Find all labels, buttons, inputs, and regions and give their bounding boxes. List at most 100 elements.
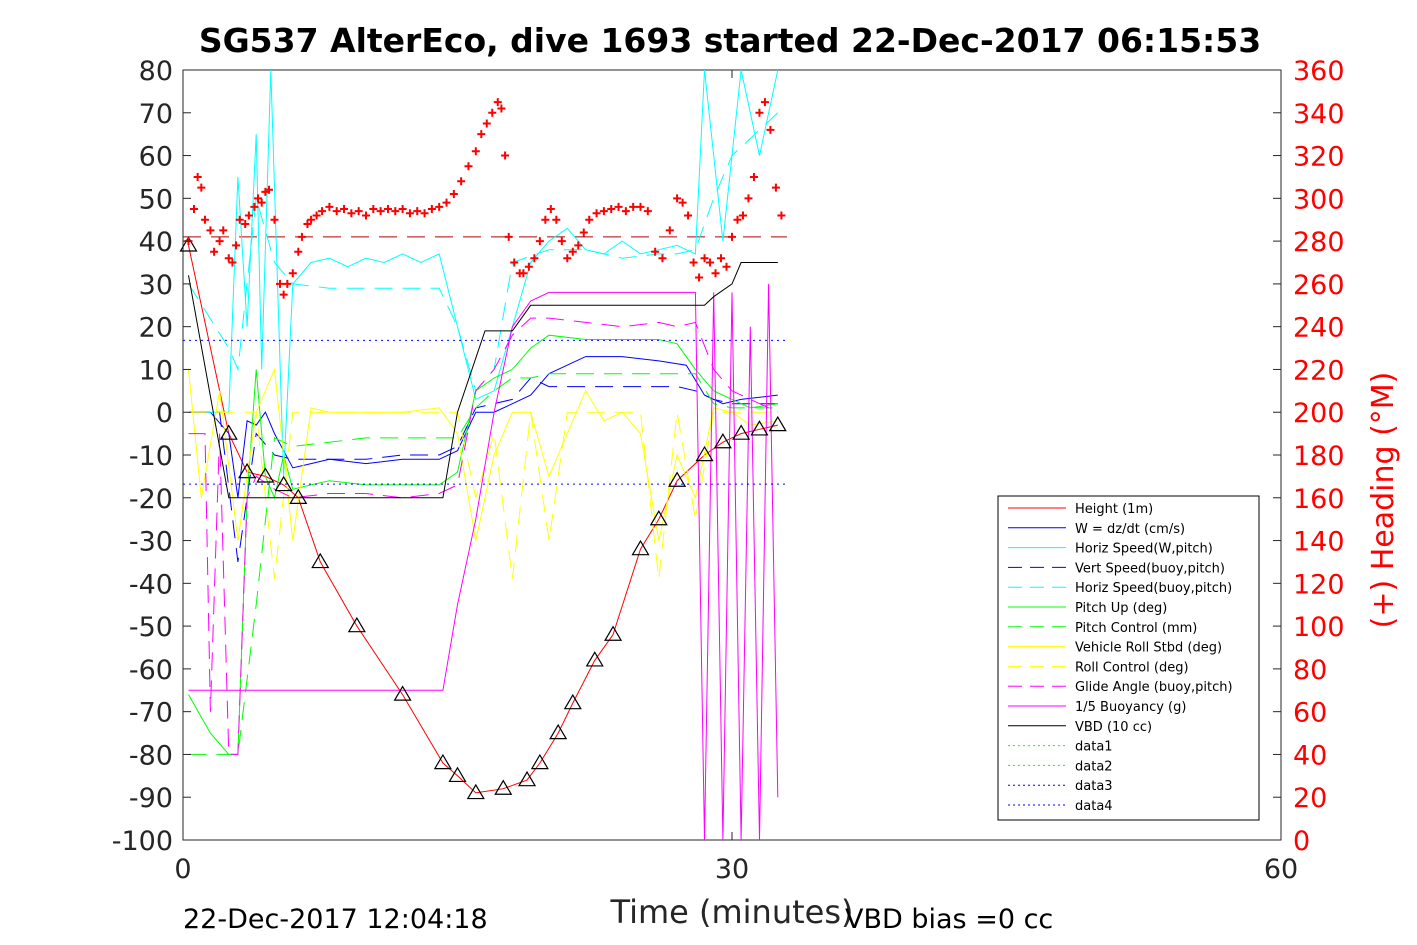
heading-point (585, 215, 594, 224)
heading-point (219, 226, 228, 235)
legend-box (997, 495, 1260, 821)
height-marker (274, 475, 293, 492)
heading-point (557, 237, 566, 246)
y-right-tick-label: 320 (1293, 142, 1345, 173)
y-right-tick-label: 120 (1293, 569, 1345, 600)
legend-label-data1: data1 (1075, 740, 1113, 755)
heading-point (193, 172, 202, 181)
y-right-tick-label: 360 (1293, 56, 1345, 87)
y-right-tick-label: 40 (1293, 740, 1327, 771)
series-line-roll-control-deg (188, 411, 778, 580)
legend-entries: Height (1m) W = dz/dt (cm/s) Horiz Speed(W… (1008, 502, 1233, 814)
heading-point (435, 202, 444, 211)
y-tick-label: -100 (112, 826, 173, 857)
heading-point (749, 172, 758, 181)
heading-point (552, 215, 561, 224)
heading-point (362, 211, 370, 220)
y-tick-label: 0 (156, 398, 173, 429)
heading-point (706, 258, 715, 267)
x-tick-label: 30 (715, 854, 749, 885)
heading-point (383, 205, 392, 214)
legend-label-data2: data2 (1075, 759, 1113, 774)
legend-label-pitch-control-mm: Pitch Control (mm) (1075, 621, 1197, 636)
y-right-tick-label: 280 (1293, 227, 1345, 258)
height-marker (668, 471, 687, 487)
series-line-vbd-10-cc (188, 262, 778, 499)
heading-point (215, 237, 224, 246)
heading-point (755, 108, 764, 117)
height-marker (604, 625, 623, 641)
heading-point (265, 185, 274, 194)
heading-point (420, 209, 429, 218)
legend-label-1-5-buoyancy-g: 1/5 Buoyancy (g) (1075, 700, 1186, 715)
heading-point (519, 269, 528, 278)
heading-point (318, 207, 327, 216)
heading-point (771, 183, 780, 192)
heading-point (621, 207, 630, 216)
heading-point (457, 177, 466, 186)
heading-point (744, 194, 753, 203)
heading-point (684, 211, 693, 220)
y-right-tick-label: 220 (1293, 355, 1345, 386)
y-right-tick-label: 300 (1293, 184, 1345, 215)
series-layer (179, 69, 787, 841)
height-marker (750, 420, 769, 436)
y-right-tick-label: 80 (1293, 655, 1327, 686)
heading-point (275, 279, 284, 288)
heading-point (629, 202, 638, 211)
heading-point (777, 211, 786, 220)
heading-point (738, 211, 747, 220)
legend-label-vert-speed-buoy-pitch: Vert Speed(buoy,pitch) (1075, 561, 1225, 576)
y-tick-label: -70 (129, 698, 173, 729)
heading-point (695, 273, 704, 282)
heading-point (398, 205, 407, 214)
legend-label-roll-control-deg: Roll Control (deg) (1075, 660, 1189, 675)
series-line-pitch-up-deg (188, 334, 778, 755)
heading-point (254, 194, 263, 203)
heading-point (464, 162, 473, 171)
y-tick-label: 60 (139, 142, 173, 173)
heading-point (510, 258, 519, 267)
heading-point (530, 254, 539, 263)
y-tick-label: 40 (139, 227, 173, 258)
heading-point (189, 205, 198, 214)
heading-point (427, 205, 436, 214)
heading-point (376, 207, 385, 216)
y-tick-label: 10 (139, 355, 173, 386)
heading-point (592, 209, 601, 218)
y-tick-label: -20 (129, 484, 173, 515)
legend-label-horiz-speed-buoy-pitch: Horiz Speed(buoy,pitch) (1075, 581, 1232, 596)
heading-point (200, 215, 209, 224)
heading-point (717, 254, 726, 263)
heading-point (232, 241, 241, 250)
heading-point (224, 254, 233, 263)
heading-point (312, 211, 321, 220)
heading-point (244, 211, 253, 220)
legend-label-data4: data4 (1075, 799, 1113, 814)
y-right-tick-label: 200 (1293, 398, 1345, 429)
heading-point (579, 228, 588, 237)
heading-point (471, 147, 480, 156)
axis-layer: 80706050403020100-10-20-30-40-50-60-70-8… (112, 56, 1345, 885)
footer-timestamp: 22-Dec-2017 12:04:18 (183, 904, 488, 935)
height-marker (238, 462, 257, 479)
heading-point (413, 207, 422, 216)
height-marker (530, 753, 549, 770)
legend-label-w-dz-dt-cm-s: W = dz/dt (cm/s) (1075, 522, 1185, 537)
heading-point (546, 205, 555, 214)
heading-point (288, 269, 297, 278)
heading-point (658, 254, 667, 263)
legend: Height (1m) W = dz/dt (cm/s) Horiz Speed(W… (997, 495, 1260, 821)
height-marker (219, 424, 238, 440)
heading-point (636, 202, 645, 211)
heading-point (607, 205, 616, 214)
legend-label-glide-angle-buoy-pitch: Glide Angle (buoy,pitch) (1075, 680, 1233, 695)
heading-point (665, 226, 674, 235)
heading-point (369, 205, 378, 214)
y-right-tick-label: 340 (1293, 99, 1345, 130)
heading-point (210, 247, 219, 256)
y-right-tick-label: 0 (1293, 826, 1310, 857)
heading-point (303, 220, 312, 228)
heading-point (643, 207, 652, 216)
y-tick-label: -40 (129, 569, 173, 600)
